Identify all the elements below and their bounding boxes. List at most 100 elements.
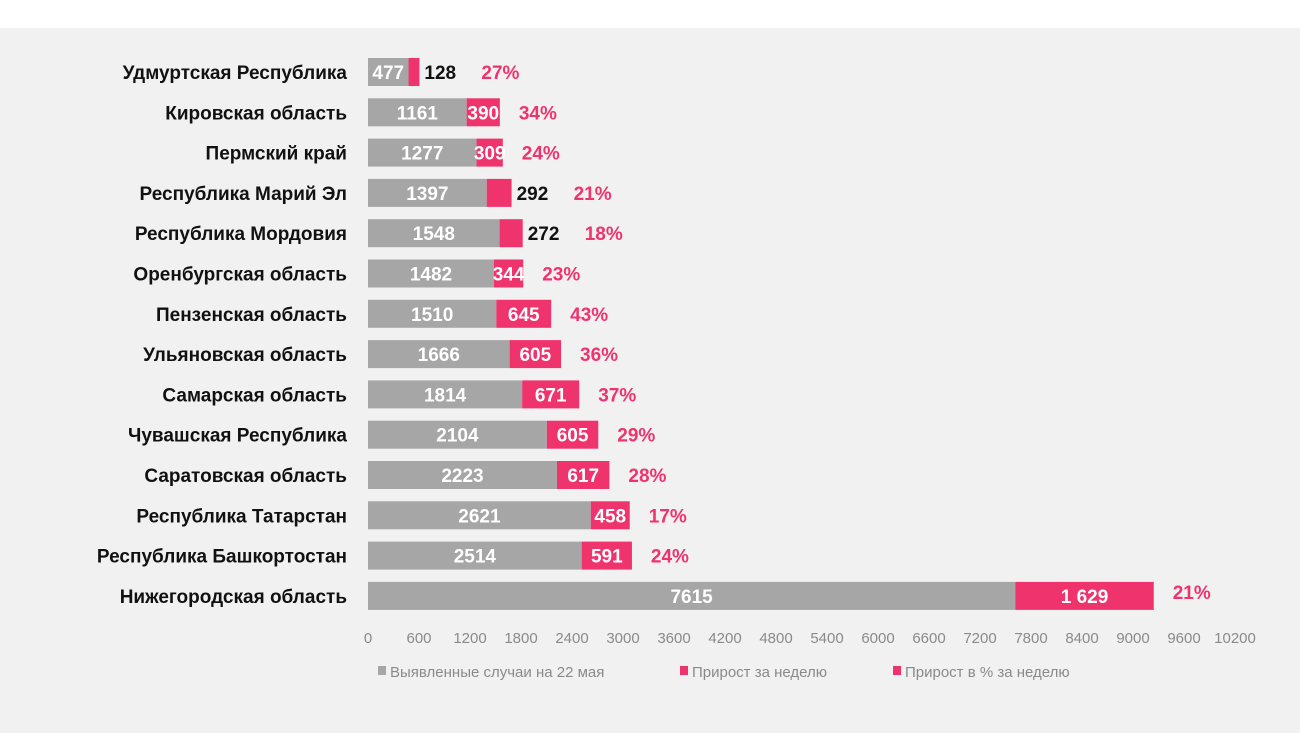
data-label-growth: 645 <box>508 305 540 326</box>
data-label-growth: 292 <box>517 184 549 205</box>
category-label: Республика Башкортостан <box>97 547 347 568</box>
bar-growth <box>476 138 503 167</box>
data-label-growth: 591 <box>591 547 623 568</box>
data-label-cases: 2621 <box>458 506 501 527</box>
legend-swatch <box>680 666 688 675</box>
data-label-cases: 1666 <box>418 345 460 366</box>
bar-cases <box>368 98 467 127</box>
data-label-growth-percent: 21% <box>1173 583 1211 604</box>
bar-cases <box>368 380 523 409</box>
bar-growth <box>486 178 512 207</box>
data-label-cases: 1397 <box>406 184 448 205</box>
data-label-growth-percent: 29% <box>617 426 655 447</box>
data-label-growth: 272 <box>528 224 560 245</box>
x-tick-label: 8400 <box>1065 630 1098 647</box>
data-label-cases: 1548 <box>413 224 455 245</box>
bar-growth <box>493 259 524 288</box>
data-label-growth-percent: 17% <box>649 506 687 527</box>
legend-swatch <box>378 666 386 675</box>
bar-cases <box>368 138 477 167</box>
data-label-cases: 2223 <box>441 466 483 487</box>
data-label-growth: 128 <box>424 63 456 84</box>
category-label: Нижегородская область <box>120 587 347 608</box>
x-tick-label: 10200 <box>1214 630 1256 647</box>
bar-growth <box>546 420 599 449</box>
data-label-growth: 309 <box>474 144 506 165</box>
bar-growth <box>556 461 610 489</box>
data-label-cases: 2104 <box>436 426 479 447</box>
x-tick-label: 1800 <box>504 630 537 647</box>
category-label: Удмуртская Республика <box>123 63 348 84</box>
bar-cases <box>368 541 582 570</box>
x-tick-label: 1200 <box>453 630 486 647</box>
category-label: Чувашская Республика <box>128 426 347 447</box>
data-label-cases: 1161 <box>397 103 439 124</box>
x-tick-label: 600 <box>406 630 431 647</box>
bar-cases <box>368 178 487 207</box>
bar-cases <box>368 299 497 328</box>
data-label-growth-percent: 28% <box>628 466 666 487</box>
data-label-growth-percent: 36% <box>580 345 618 366</box>
bar-growth <box>466 98 500 127</box>
legend-label: Выявленные случаи на 22 мая <box>390 664 604 681</box>
x-tick-label: 7200 <box>963 630 996 647</box>
category-label: Оренбургская область <box>133 265 347 286</box>
data-label-cases: 1482 <box>410 265 452 286</box>
bar-cases <box>368 340 510 369</box>
data-label-growth: 671 <box>535 385 567 406</box>
legend-label: Прирост в % за неделю <box>905 664 1070 681</box>
bar-growth <box>496 299 552 328</box>
data-label-cases: 1814 <box>424 385 467 406</box>
data-label-cases: 7615 <box>670 587 713 608</box>
data-label-cases: 477 <box>372 63 404 84</box>
x-tick-label: 4800 <box>759 630 792 647</box>
chart-background <box>0 28 1300 733</box>
data-label-growth: 1 629 <box>1061 587 1109 608</box>
bar-growth <box>1015 581 1154 610</box>
category-label: Республика Татарстан <box>136 506 347 527</box>
data-label-growth-percent: 37% <box>598 385 636 406</box>
category-label: Ульяновская область <box>143 345 347 366</box>
data-label-growth-percent: 23% <box>542 265 580 286</box>
data-label-growth-percent: 24% <box>651 547 689 568</box>
data-label-growth-percent: 24% <box>522 144 560 165</box>
data-label-growth: 344 <box>493 265 525 286</box>
data-label-growth: 605 <box>519 345 551 366</box>
bar-cases <box>368 501 591 530</box>
category-label: Саратовская область <box>144 466 347 487</box>
data-label-growth-percent: 21% <box>574 184 612 205</box>
data-label-growth: 390 <box>467 103 499 124</box>
data-label-growth: 605 <box>557 426 589 447</box>
data-label-cases: 1277 <box>401 144 443 165</box>
bar-cases <box>368 219 500 248</box>
category-label: Кировская область <box>165 103 347 124</box>
x-tick-label: 3600 <box>657 630 690 647</box>
category-label: Республика Марий Эл <box>140 184 347 205</box>
data-label-growth-percent: 18% <box>585 224 623 245</box>
bar-growth <box>509 340 562 369</box>
bar-cases <box>368 58 409 86</box>
x-tick-label: 6000 <box>861 630 894 647</box>
x-tick-label: 7800 <box>1014 630 1047 647</box>
data-label-growth: 617 <box>567 466 599 487</box>
bar-growth <box>522 380 580 409</box>
x-tick-label: 0 <box>364 630 372 647</box>
bar-growth <box>499 219 523 248</box>
x-tick-label: 3000 <box>606 630 639 647</box>
x-tick-label: 6600 <box>912 630 945 647</box>
data-label-growth-percent: 34% <box>519 103 557 124</box>
bar-cases <box>368 581 1016 610</box>
data-label-growth: 458 <box>594 506 626 527</box>
category-label: Республика Мордовия <box>135 224 347 245</box>
data-label-growth-percent: 43% <box>570 305 608 326</box>
x-tick-label: 2400 <box>555 630 588 647</box>
data-label-growth-percent: 27% <box>481 63 519 84</box>
category-label: Пермский край <box>206 144 347 165</box>
bar-cases <box>368 461 557 489</box>
bar-cases <box>368 420 547 449</box>
category-label: Самарская область <box>162 385 347 406</box>
x-tick-label: 9000 <box>1116 630 1149 647</box>
bar-cases <box>368 259 494 288</box>
legend-label: Прирост за неделю <box>692 664 827 681</box>
